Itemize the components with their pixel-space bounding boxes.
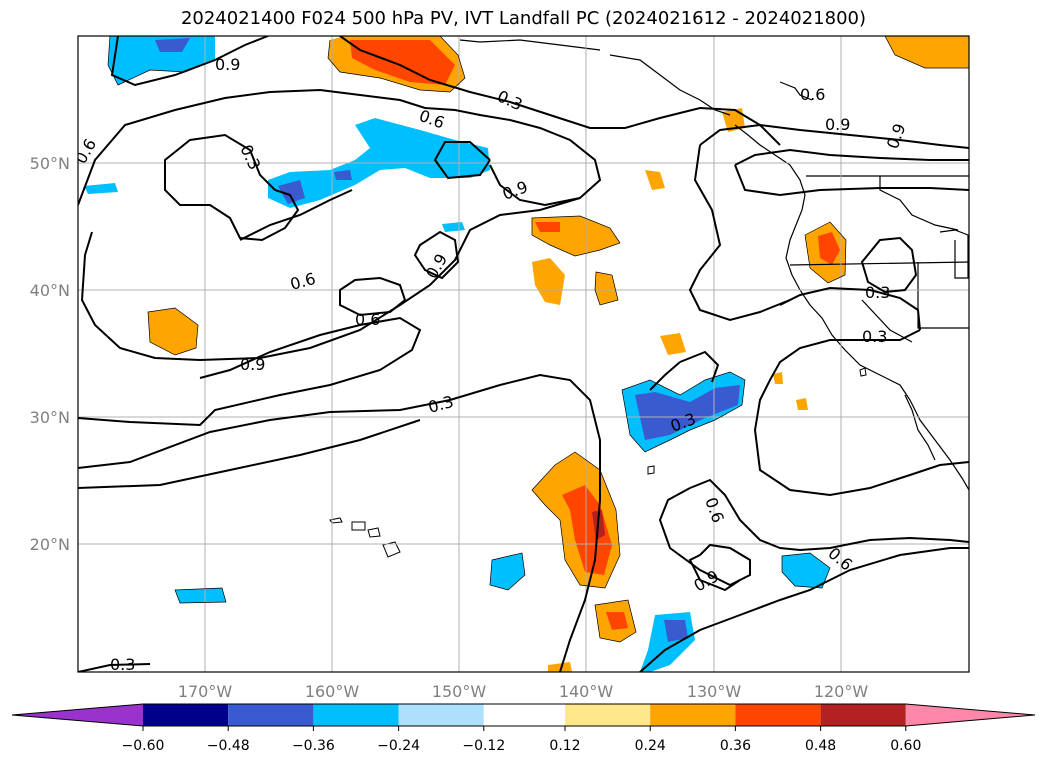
colorbar-segment [565,704,651,726]
contour-label: 0.9 [215,55,240,74]
contour-label: 0.3 [865,283,890,302]
pos-anomaly-patch [548,662,572,672]
islands [329,367,867,558]
longitude-labels: 170°W 160°W 150°W 140°W 130°W 120°W [178,682,869,701]
neg-anomaly-patch [782,553,830,588]
colorbar-tick-label: 0.48 [805,738,836,754]
pos-anomaly-patch [148,308,198,355]
colorbar-tick-label: −0.60 [122,738,165,754]
colorbar-tick-labels: −0.60 −0.48 −0.36 −0.24 −0.12 0.12 0.24 … [122,738,922,754]
pv-anomaly-fills [84,36,969,672]
lat-tick-label: 30°N [30,408,70,427]
contour-label: 0.9 [240,355,265,374]
colorbar: −0.60 −0.48 −0.36 −0.24 −0.12 0.12 0.24 … [11,703,1036,754]
colorbar-segment [228,704,314,726]
lon-tick-label: 170°W [178,682,233,701]
lat-tick-label: 40°N [30,281,70,300]
neg-anomaly-patch [155,38,190,52]
lon-tick-label: 130°W [687,682,742,701]
pos-anomaly-patch [796,398,808,410]
colorbar-segment [650,704,736,726]
lat-tick-label: 20°N [30,535,70,554]
neg-anomaly-patch [664,620,688,642]
latitude-labels: 50°N 40°N 30°N 20°N [30,154,70,554]
pos-anomaly-patch [818,232,840,265]
pos-anomaly-patch [606,612,628,630]
neg-anomaly-patch [278,180,305,204]
contour-label: 0.6 [800,85,825,104]
lon-tick-label: 140°W [559,682,614,701]
lon-tick-label: 150°W [432,682,487,701]
pos-anomaly-patch [595,272,618,305]
colorbar-segment [483,704,565,726]
colorbar-tick-label: 0.12 [549,738,580,754]
pos-anomaly-patch [535,222,560,232]
colorbar-tick-label: −0.12 [462,738,505,754]
colorbar-tick-label: 0.36 [720,738,751,754]
colorbar-segment [905,704,1035,726]
map-title: 2024021400 F024 500 hPa PV, IVT Landfall… [180,8,867,29]
pos-anomaly-patch [645,170,665,190]
colorbar-segment [12,704,143,726]
pos-anomaly-patch [532,258,565,305]
pos-anomaly-patch [885,36,969,68]
fill-outlines [107,36,969,643]
colorbar-tick-label: 0.60 [890,738,921,754]
colorbar-tick-label: −0.48 [207,738,250,754]
colorbar-tick-label: −0.36 [292,738,335,754]
colorbar-segment [313,704,399,726]
contour-label: 0.6 [355,310,380,329]
colorbar-segment [735,704,821,726]
colorbar-segment [143,704,229,726]
neg-anomaly-patch [334,170,352,180]
plot-frame [77,35,970,673]
neg-anomaly-patch [490,553,525,590]
contour-label: 0.3 [110,655,135,674]
contour-label: 0.9 [825,115,850,134]
pos-anomaly-patch [660,333,686,355]
pos-anomaly-patch [773,372,783,384]
pos-anomaly-patch [350,40,455,85]
lon-tick-label: 160°W [305,682,360,701]
lon-tick-label: 120°W [814,682,869,701]
colorbar-tick-label: −0.24 [377,738,420,754]
colorbar-tick-label: 0.24 [635,738,666,754]
contour-lines [78,36,969,672]
neg-anomaly-patch [175,588,226,603]
colorbar-segment [398,704,484,726]
contour-label: 0.3 [862,327,887,346]
neg-anomaly-patch [108,36,215,85]
neg-anomaly-patch [84,183,118,194]
lat-tick-label: 50°N [30,154,70,173]
colorbar-ticks [142,726,907,731]
colorbar-segment [820,704,906,726]
